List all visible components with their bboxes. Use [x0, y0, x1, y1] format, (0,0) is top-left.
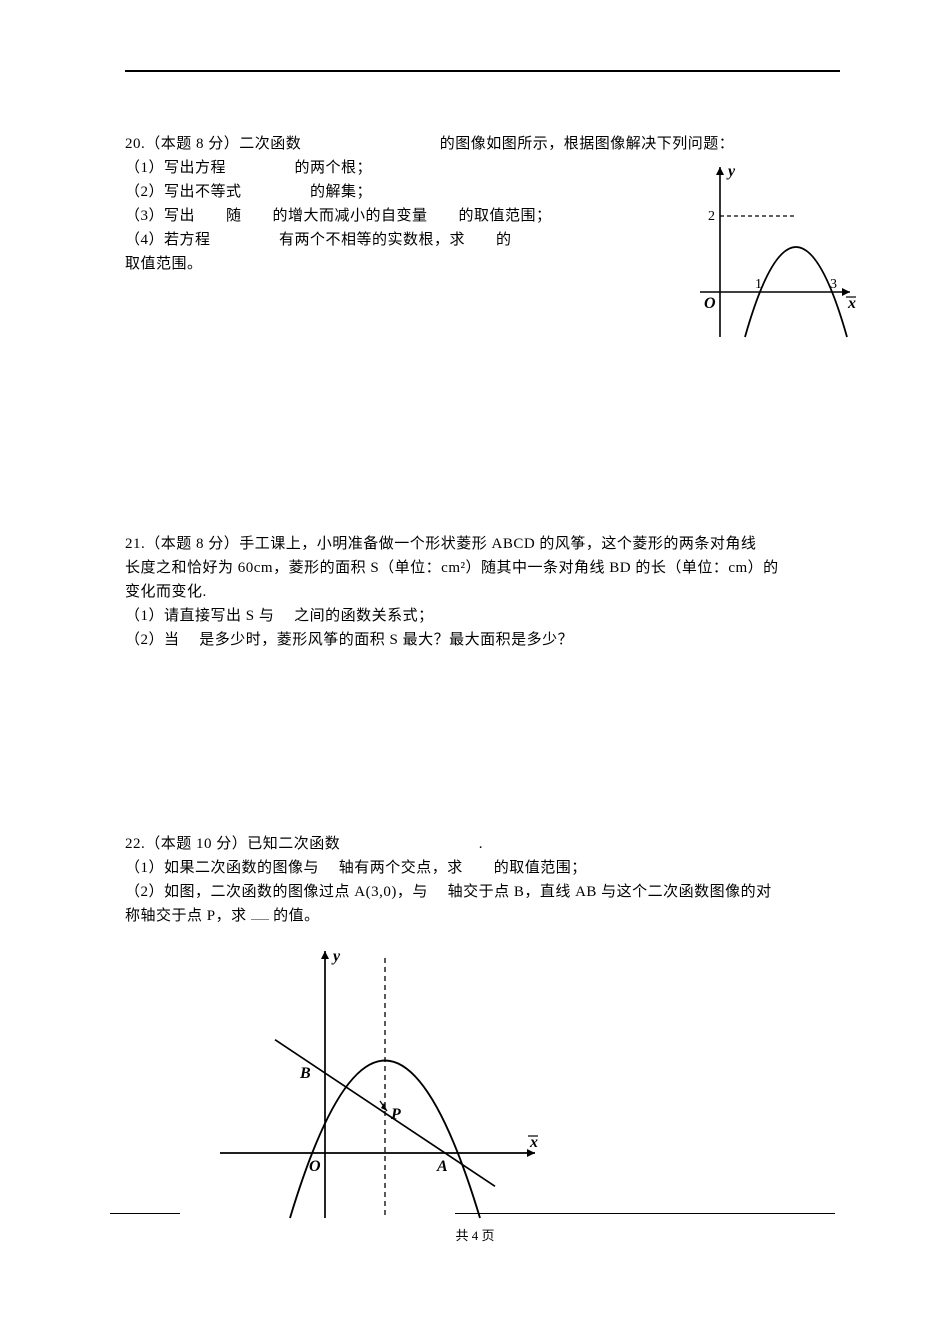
- q21-p1: （1）请直接写出 S 与 之间的函数关系式；: [125, 604, 840, 628]
- question-21: 21.（本题 8 分）手工课上，小明准备做一个形状菱形 ABCD 的风筝，这个菱…: [125, 532, 840, 652]
- q21-p2: （2）当 是多少时，菱形风筝的面积 S 最大？最大面积是多少？: [125, 628, 840, 652]
- bottom-rule-left: [110, 1213, 180, 1214]
- y-axis-label-2: y: [331, 948, 341, 965]
- q20-p2-post: 的解集；: [310, 184, 372, 200]
- q22-figure-wrap: B P A O y x: [215, 943, 840, 1228]
- q22-p3-pre: 称轴交于点 P，求: [125, 908, 247, 924]
- q22-h-pre: 22.（本题 10 分）已知二次函数: [125, 836, 340, 852]
- bottom-rule-right: [455, 1213, 835, 1214]
- q20-figure: 2 1 3 O y x: [660, 162, 860, 352]
- q21-l1: 21.（本题 8 分）手工课上，小明准备做一个形状菱形 ABCD 的风筝，这个菱…: [125, 532, 840, 556]
- label-O: O: [309, 1158, 321, 1175]
- q22-p1: （1）如果二次函数的图像与 轴有两个交点，求 的取值范围；: [125, 856, 840, 880]
- origin-label: O: [704, 295, 716, 312]
- tick-y-2: 2: [708, 209, 715, 224]
- q22-p3: 称轴交于点 P，求 的值。: [125, 904, 840, 928]
- q22-h-post: .: [479, 836, 483, 852]
- q20-header-post: 的图像如图所示，根据图像解决下列问题：: [440, 136, 735, 152]
- top-rule: [125, 70, 840, 72]
- page-footer: 共 4 页: [0, 1225, 950, 1244]
- q21-l3: 变化而变化.: [125, 580, 840, 604]
- q22-figure: B P A O y x: [215, 943, 555, 1223]
- q20-p1-pre: （1）写出方程: [125, 160, 226, 176]
- blank-underline: [251, 906, 269, 920]
- q20-p1-post: 的两个根；: [295, 160, 373, 176]
- page: 20.（本题 8 分）二次函数 的图像如图所示，根据图像解决下列问题： （1）写…: [0, 0, 950, 1228]
- q22-p3-post: 的值。: [273, 908, 320, 924]
- question-22: 22.（本题 10 分）已知二次函数 . （1）如果二次函数的图像与 轴有两个交…: [125, 832, 840, 1228]
- q20-p2-pre: （2）写出不等式: [125, 184, 242, 200]
- q20-p4-post: 有两个不相等的实数根，求 的: [279, 232, 512, 248]
- label-A: A: [436, 1158, 448, 1175]
- question-20: 20.（本题 8 分）二次函数 的图像如图所示，根据图像解决下列问题： （1）写…: [125, 132, 840, 352]
- q21-l2: 长度之和恰好为 60cm，菱形的面积 S（单位：cm²）随其中一条对角线 BD …: [125, 556, 840, 580]
- y-axis-label: y: [726, 163, 736, 180]
- q22-p2: （2）如图，二次函数的图像过点 A(3,0)，与 轴交于点 B，直线 AB 与这…: [125, 880, 840, 904]
- q20-header: 20.（本题 8 分）二次函数 的图像如图所示，根据图像解决下列问题：: [125, 132, 840, 156]
- q22-header: 22.（本题 10 分）已知二次函数 .: [125, 832, 840, 856]
- q20-p4-pre: （4）若方程: [125, 232, 211, 248]
- label-B: B: [299, 1065, 311, 1082]
- label-P: P: [390, 1106, 401, 1123]
- tick-x-1: 1: [755, 277, 762, 292]
- q20-header-pre: 20.（本题 8 分）二次函数: [125, 136, 301, 152]
- tick-x-3: 3: [830, 277, 837, 292]
